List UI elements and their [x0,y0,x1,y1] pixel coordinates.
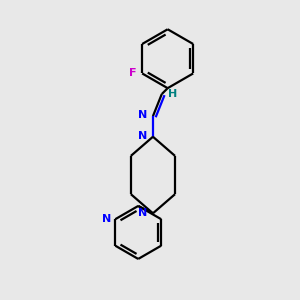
Text: N: N [138,130,148,141]
Text: N: N [138,110,148,120]
Text: N: N [138,208,148,218]
Text: F: F [129,68,137,78]
Text: H: H [168,89,177,99]
Text: N: N [102,214,111,224]
